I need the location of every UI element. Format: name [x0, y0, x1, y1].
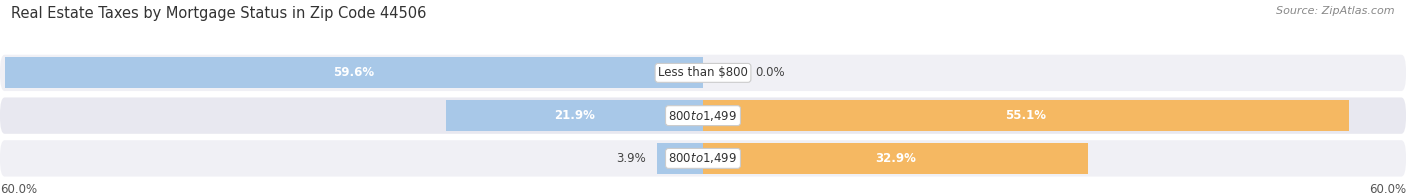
Text: $800 to $1,499: $800 to $1,499 — [668, 151, 738, 165]
FancyBboxPatch shape — [0, 55, 1406, 91]
Text: 55.1%: 55.1% — [1005, 109, 1046, 122]
Bar — [703, 100, 1348, 131]
Text: 32.9%: 32.9% — [876, 152, 917, 165]
FancyBboxPatch shape — [0, 97, 1406, 134]
Bar — [657, 143, 703, 174]
Text: 59.6%: 59.6% — [333, 66, 374, 79]
Bar — [4, 57, 703, 88]
Bar — [703, 143, 1088, 174]
Text: Source: ZipAtlas.com: Source: ZipAtlas.com — [1277, 6, 1395, 16]
FancyBboxPatch shape — [0, 140, 1406, 177]
Text: Real Estate Taxes by Mortgage Status in Zip Code 44506: Real Estate Taxes by Mortgage Status in … — [11, 6, 426, 21]
Text: $800 to $1,499: $800 to $1,499 — [668, 109, 738, 123]
Bar — [447, 100, 703, 131]
Text: Less than $800: Less than $800 — [658, 66, 748, 79]
Text: 21.9%: 21.9% — [554, 109, 595, 122]
Text: 60.0%: 60.0% — [1369, 183, 1406, 196]
Text: 0.0%: 0.0% — [756, 66, 786, 79]
Text: 60.0%: 60.0% — [0, 183, 37, 196]
Text: 3.9%: 3.9% — [616, 152, 645, 165]
